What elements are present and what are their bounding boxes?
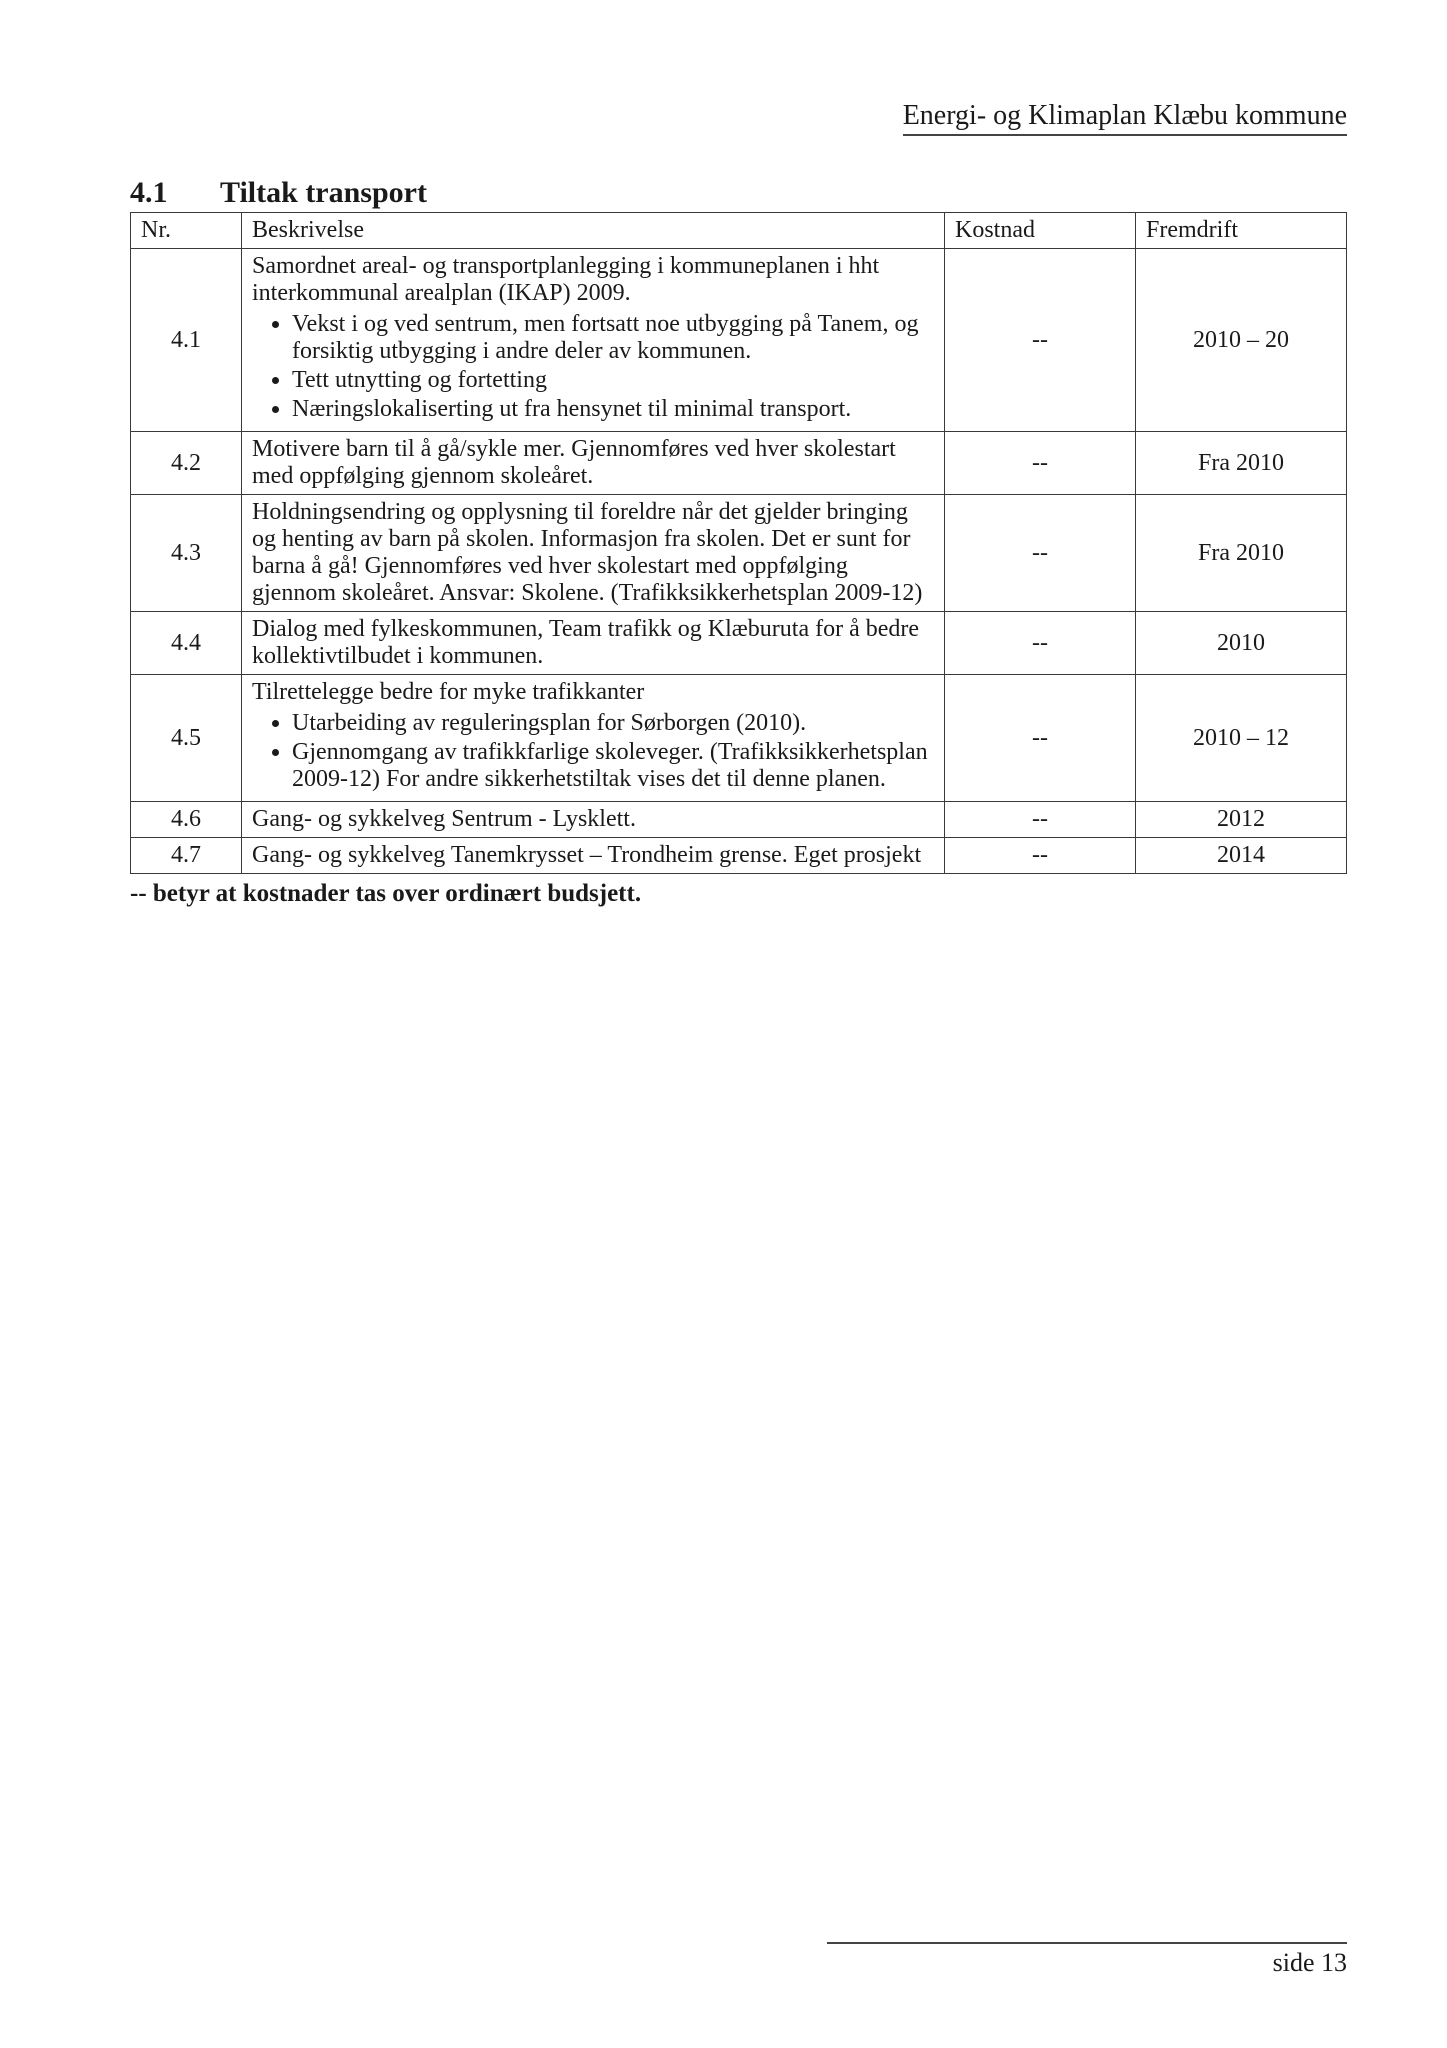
cell-kostnad: -- <box>945 675 1136 802</box>
footnote: -- betyr at kostnader tas over ordinært … <box>130 880 1347 908</box>
bullet-item: Tett utnytting og fortetting <box>292 367 934 394</box>
cell-nr: 4.3 <box>131 495 242 612</box>
page: Energi- og Klimaplan Klæbu kommune 4.1Ti… <box>0 0 1447 2048</box>
table-row: 4.5 Tilrettelegge bedre for myke trafikka… <box>131 675 1347 802</box>
col-header-beskrivelse: Beskrivelse <box>242 213 945 249</box>
cell-kostnad: -- <box>945 495 1136 612</box>
bullet-item: Næringslokaliserting ut fra hensynet til… <box>292 396 934 423</box>
table-row: 4.1Samordnet areal- og transportplanlegg… <box>131 249 1347 432</box>
cell-fremdrift: 2012 <box>1136 802 1347 838</box>
section-heading: 4.1Tiltak transport <box>130 176 1347 210</box>
table-row: 4.7 Gang- og sykkelveg Tanemkrysset – Tro… <box>131 838 1347 874</box>
page-header: Energi- og Klimaplan Klæbu kommune <box>130 100 1347 136</box>
col-header-nr: Nr. <box>131 213 242 249</box>
cell-fremdrift: Fra 2010 <box>1136 495 1347 612</box>
cell-kostnad: -- <box>945 802 1136 838</box>
cell-kostnad: -- <box>945 612 1136 675</box>
table-row: 4.3Holdningsendring og opplysning til fo… <box>131 495 1347 612</box>
bullet-item: Utarbeiding av reguleringsplan for Sørbo… <box>292 710 934 737</box>
cell-nr: 4.6 <box>131 802 242 838</box>
cell-beskrivelse: Dialog med fylkeskommunen, Team trafikk … <box>242 612 945 675</box>
cell-fremdrift: Fra 2010 <box>1136 432 1347 495</box>
cell-fremdrift: 2010 <box>1136 612 1347 675</box>
row-intro: Dialog med fylkeskommunen, Team trafikk … <box>252 616 934 670</box>
cell-nr: 4.1 <box>131 249 242 432</box>
cell-beskrivelse: Motivere barn til å gå/sykle mer. Gjenno… <box>242 432 945 495</box>
cell-fremdrift: 2014 <box>1136 838 1347 874</box>
table-row: 4.2Motivere barn til å gå/sykle mer. Gje… <box>131 432 1347 495</box>
bullet-item: Vekst i og ved sentrum, men fortsatt noe… <box>292 311 934 365</box>
cell-nr: 4.4 <box>131 612 242 675</box>
doc-title: Energi- og Klimaplan Klæbu kommune <box>903 100 1347 136</box>
cell-kostnad: -- <box>945 838 1136 874</box>
section-title: Tiltak transport <box>220 176 427 209</box>
cell-nr: 4.5 <box>131 675 242 802</box>
cell-beskrivelse: Tilrettelegge bedre for myke trafikkante… <box>242 675 945 802</box>
cell-fremdrift: 2010 – 12 <box>1136 675 1347 802</box>
cell-beskrivelse: Gang- og sykkelveg Sentrum - Lysklett. <box>242 802 945 838</box>
cell-fremdrift: 2010 – 20 <box>1136 249 1347 432</box>
page-footer: side 13 <box>827 1942 1347 1978</box>
col-header-kostnad: Kostnad <box>945 213 1136 249</box>
table-row: 4.4Dialog med fylkeskommunen, Team trafi… <box>131 612 1347 675</box>
cell-nr: 4.2 <box>131 432 242 495</box>
row-bullets: Utarbeiding av reguleringsplan for Sørbo… <box>292 710 934 793</box>
bullet-item: Gjennomgang av trafikkfarlige skoleveger… <box>292 739 934 793</box>
cell-beskrivelse: Gang- og sykkelveg Tanemkrysset – Trondh… <box>242 838 945 874</box>
cell-kostnad: -- <box>945 249 1136 432</box>
cell-beskrivelse: Holdningsendring og opplysning til forel… <box>242 495 945 612</box>
cell-kostnad: -- <box>945 432 1136 495</box>
table-row: 4.6 Gang- og sykkelveg Sentrum - Lysklett… <box>131 802 1347 838</box>
col-header-fremdrift: Fremdrift <box>1136 213 1347 249</box>
row-intro: Tilrettelegge bedre for myke trafikkante… <box>252 679 934 706</box>
row-intro: Holdningsendring og opplysning til forel… <box>252 499 934 607</box>
footer-rule <box>827 1942 1347 1944</box>
table-header-row: Nr. Beskrivelse Kostnad Fremdrift <box>131 213 1347 249</box>
page-number: side 13 <box>827 1948 1347 1978</box>
row-intro: Motivere barn til å gå/sykle mer. Gjenno… <box>252 436 934 490</box>
cell-nr: 4.7 <box>131 838 242 874</box>
row-intro: Gang- og sykkelveg Tanemkrysset – Trondh… <box>252 842 934 869</box>
row-intro: Gang- og sykkelveg Sentrum - Lysklett. <box>252 806 934 833</box>
row-bullets: Vekst i og ved sentrum, men fortsatt noe… <box>292 311 934 423</box>
measures-table: Nr. Beskrivelse Kostnad Fremdrift 4.1Sam… <box>130 212 1347 874</box>
cell-beskrivelse: Samordnet areal- og transportplanlegging… <box>242 249 945 432</box>
row-intro: Samordnet areal- og transportplanlegging… <box>252 253 934 307</box>
table-body: 4.1Samordnet areal- og transportplanlegg… <box>131 249 1347 874</box>
section-number: 4.1 <box>130 176 220 210</box>
